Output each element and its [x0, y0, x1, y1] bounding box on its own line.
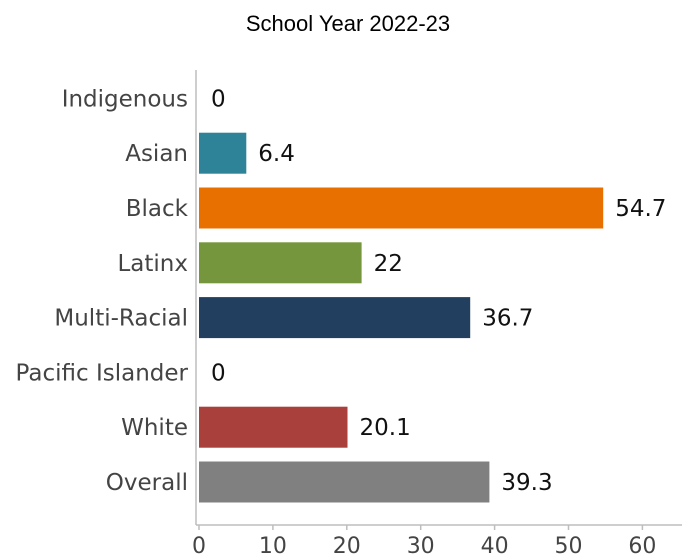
- x-tick-label-60: 60: [628, 534, 656, 555]
- value-label-pacific-islander: 0: [211, 360, 226, 386]
- category-label-black: Black: [126, 196, 189, 222]
- value-label-multi-racial: 36.7: [482, 306, 533, 332]
- bar-asian: [199, 132, 247, 174]
- category-label-indigenous: Indigenous: [62, 86, 188, 112]
- chart-subtitle: School Year 2022-23: [246, 11, 450, 36]
- value-label-latinx: 22: [374, 251, 403, 277]
- bar-white: [199, 406, 348, 448]
- bar-latinx: [199, 242, 362, 284]
- value-label-indigenous: 0: [211, 86, 226, 112]
- x-tick-label-50: 50: [555, 534, 583, 555]
- x-tick-label-0: 0: [192, 534, 206, 555]
- value-label-overall: 39.3: [501, 470, 552, 496]
- category-label-multi-racial: Multi-Racial: [54, 306, 188, 332]
- category-label-overall: Overall: [106, 470, 188, 496]
- bars-layer: [199, 132, 604, 503]
- category-label-white: White: [121, 415, 188, 441]
- bar-overall: [199, 461, 490, 503]
- bar-multi-racial: [199, 297, 471, 339]
- x-axis-ticks: 0 10 20 30 40 50 60: [192, 525, 656, 555]
- bar-black: [199, 187, 604, 229]
- labels-layer: Indigenous 0 Asian 6.4 Black 54.7 Latinx 22 Mult…: [16, 86, 667, 496]
- category-label-asian: Asian: [125, 141, 188, 167]
- x-tick-label-40: 40: [481, 534, 509, 555]
- x-tick-label-20: 20: [333, 534, 361, 555]
- category-label-latinx: Latinx: [117, 251, 188, 277]
- category-label-pacific-islander: Pacific Islander: [16, 360, 189, 386]
- value-label-asian: 6.4: [258, 141, 295, 167]
- value-label-white: 20.1: [360, 415, 411, 441]
- x-tick-label-10: 10: [259, 534, 287, 555]
- x-tick-label-30: 30: [407, 534, 435, 555]
- value-label-black: 54.7: [615, 196, 666, 222]
